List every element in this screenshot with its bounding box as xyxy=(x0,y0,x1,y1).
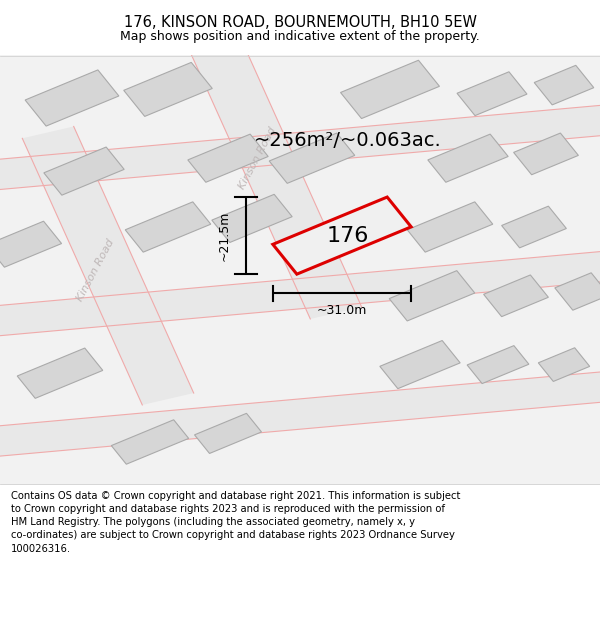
Polygon shape xyxy=(457,72,527,116)
Text: 176: 176 xyxy=(327,226,369,246)
Text: 176, KINSON ROAD, BOURNEMOUTH, BH10 5EW: 176, KINSON ROAD, BOURNEMOUTH, BH10 5EW xyxy=(124,16,476,31)
Polygon shape xyxy=(0,371,600,457)
Polygon shape xyxy=(125,202,211,252)
Polygon shape xyxy=(44,147,124,195)
Text: Contains OS data © Crown copyright and database right 2021. This information is : Contains OS data © Crown copyright and d… xyxy=(11,491,460,554)
Polygon shape xyxy=(17,348,103,398)
Polygon shape xyxy=(190,41,362,319)
Text: ~256m²/~0.063ac.: ~256m²/~0.063ac. xyxy=(254,131,442,151)
Polygon shape xyxy=(428,134,508,182)
Polygon shape xyxy=(380,341,460,389)
Text: ~21.5m: ~21.5m xyxy=(218,211,231,261)
Polygon shape xyxy=(124,62,212,116)
Polygon shape xyxy=(484,275,548,317)
Text: Kinson Road: Kinson Road xyxy=(76,238,116,302)
Polygon shape xyxy=(389,271,475,321)
Polygon shape xyxy=(188,134,268,182)
Polygon shape xyxy=(25,70,119,126)
Polygon shape xyxy=(555,272,600,310)
Polygon shape xyxy=(194,413,262,454)
Polygon shape xyxy=(514,133,578,175)
Polygon shape xyxy=(0,221,62,268)
Polygon shape xyxy=(112,420,188,464)
Polygon shape xyxy=(341,60,439,119)
Polygon shape xyxy=(269,133,355,183)
Text: ~31.0m: ~31.0m xyxy=(317,304,367,318)
Polygon shape xyxy=(502,206,566,248)
Text: Map shows position and indicative extent of the property.: Map shows position and indicative extent… xyxy=(120,30,480,43)
Polygon shape xyxy=(212,194,292,242)
Polygon shape xyxy=(467,346,529,384)
Text: Kinson Road: Kinson Road xyxy=(238,126,278,191)
Polygon shape xyxy=(538,348,590,381)
Polygon shape xyxy=(0,104,600,191)
Polygon shape xyxy=(534,66,594,105)
Polygon shape xyxy=(0,251,600,336)
Polygon shape xyxy=(22,126,194,405)
Polygon shape xyxy=(407,202,493,252)
Polygon shape xyxy=(273,197,411,274)
